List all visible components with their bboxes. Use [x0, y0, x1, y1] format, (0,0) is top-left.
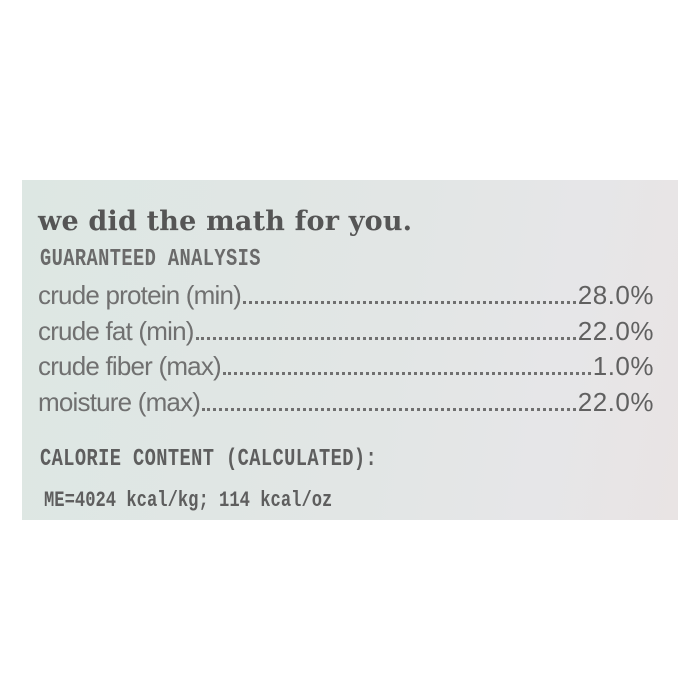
dot-leader — [222, 372, 591, 375]
dot-leader — [202, 407, 576, 411]
dot-leader — [243, 301, 576, 304]
nutrient-name: crude fat (min) — [38, 315, 194, 346]
nutrient-name: crude fiber (max) — [38, 351, 222, 381]
analysis-row: crude fat (min) 22.0% — [38, 316, 654, 352]
nutrient-value: 28.0% — [577, 280, 654, 310]
analysis-row: crude fiber (max) 1.0% — [38, 351, 654, 387]
nutrient-name: crude protein (min) — [38, 280, 242, 310]
analysis-row: moisture (max) 22.0% — [38, 387, 654, 423]
nutrient-value: 22.0% — [577, 315, 654, 346]
analysis-heading: GUARANTEED ANALYSIS — [40, 246, 261, 273]
dot-leader — [195, 336, 576, 340]
nutrient-value: 1.0% — [592, 351, 654, 381]
nutrient-name: moisture (max) — [38, 386, 201, 417]
calorie-value: ME=4024 kcal/kg; 114 kcal/oz — [44, 488, 333, 513]
label-title: we did the math for you. — [38, 206, 413, 237]
nutrient-value: 22.0% — [577, 386, 654, 417]
analysis-table: crude protein (min) 28.0% crude fat (min… — [38, 280, 654, 422]
calorie-heading: CALORIE CONTENT (CALCULATED): — [40, 446, 378, 473]
guaranteed-analysis-label: we did the math for you. GUARANTEED ANAL… — [22, 180, 678, 520]
analysis-row: crude protein (min) 28.0% — [38, 280, 654, 316]
